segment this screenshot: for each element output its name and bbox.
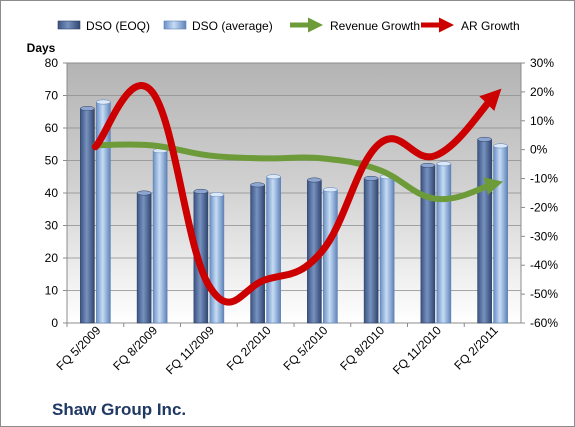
legend-label: DSO (average) — [192, 19, 273, 33]
right-tick-label: -40% — [530, 258, 558, 272]
right-tick-label: 10% — [530, 114, 554, 128]
left-tick-label: 40 — [45, 186, 59, 200]
bar — [80, 108, 95, 324]
bar-cap — [193, 188, 209, 194]
left-tick-label: 60 — [45, 121, 59, 135]
bar — [436, 163, 452, 324]
legend-label: Revenue Growth — [330, 19, 420, 33]
bar — [379, 176, 395, 324]
left-tick-label: 20 — [45, 251, 59, 265]
legend-label: AR Growth — [461, 19, 520, 33]
growth-lines — [91, 82, 504, 306]
bar — [363, 178, 379, 324]
right-tick-label: 20% — [530, 85, 554, 99]
x-tick-label: FQ 11/2010 — [390, 323, 444, 377]
legend: DSO (EOQ) DSO (average) Revenue Growth AR G… — [57, 17, 520, 33]
right-tick-label: -30% — [530, 229, 558, 243]
right-tick-label: -20% — [530, 200, 558, 214]
x-tick-label: FQ 2/2010 — [224, 323, 274, 373]
bar — [493, 145, 508, 324]
bar-cap — [307, 177, 322, 183]
right-tick-label: -50% — [530, 287, 558, 301]
bar-cap — [477, 136, 492, 142]
left-tick-label: 0 — [51, 316, 58, 330]
bar-cap — [266, 174, 281, 180]
chart-title: Shaw Group Inc. — [52, 400, 187, 419]
bar — [323, 189, 338, 324]
right-tick-label: 30% — [530, 56, 554, 70]
x-axis-ticks: FQ 5/2009 FQ 8/2009 FQ 11/2009 FQ 2/2010 FQ … — [54, 323, 501, 377]
left-tick-label: 80 — [45, 56, 59, 70]
bar — [266, 176, 281, 324]
bar-cap — [420, 162, 436, 168]
x-tick-label: FQ 11/2009 — [163, 323, 217, 377]
bar-cap — [96, 99, 111, 105]
bar — [420, 165, 436, 324]
right-tick-label: -60% — [530, 316, 558, 330]
x-tick-label: FQ 2/2011 — [451, 323, 501, 373]
left-tick-label: 50 — [45, 154, 59, 168]
x-tick-label: FQ 5/2009 — [54, 323, 104, 373]
bar — [250, 184, 265, 324]
right-tick-label: 0% — [530, 143, 548, 157]
left-tick-label: 30 — [45, 219, 59, 233]
left-axis-label: Days — [27, 41, 56, 55]
bar — [136, 192, 152, 324]
bar-cap — [209, 192, 225, 198]
ar-growth-line — [91, 82, 502, 306]
x-tick-label: FQ 8/2010 — [337, 323, 387, 373]
left-tick-label: 10 — [45, 284, 59, 298]
legend-label: DSO (EOQ) — [86, 19, 150, 33]
x-tick-label: FQ 8/2009 — [110, 323, 160, 373]
bar-cap — [493, 143, 508, 149]
legend-swatch — [57, 20, 81, 30]
left-tick-label: 70 — [45, 89, 59, 103]
bar-cap — [136, 190, 152, 196]
x-tick-label: FQ 5/2010 — [281, 323, 331, 373]
bar — [477, 139, 492, 324]
left-axis-ticks: 0 10 20 30 40 50 60 70 80 — [45, 56, 67, 330]
bar-cap — [363, 175, 379, 181]
bar-cap — [250, 182, 265, 188]
bar — [152, 150, 168, 324]
legend-swatch — [163, 20, 187, 30]
bar-cap — [323, 187, 338, 193]
bar-cap — [80, 106, 95, 111]
right-axis-ticks: -60% -50% -40% -30% -20% -10% 0% 10% 20% 30% — [521, 56, 558, 330]
revenue-growth-line — [92, 141, 504, 203]
right-tick-label: -10% — [530, 172, 558, 186]
bar-cap — [436, 161, 452, 167]
